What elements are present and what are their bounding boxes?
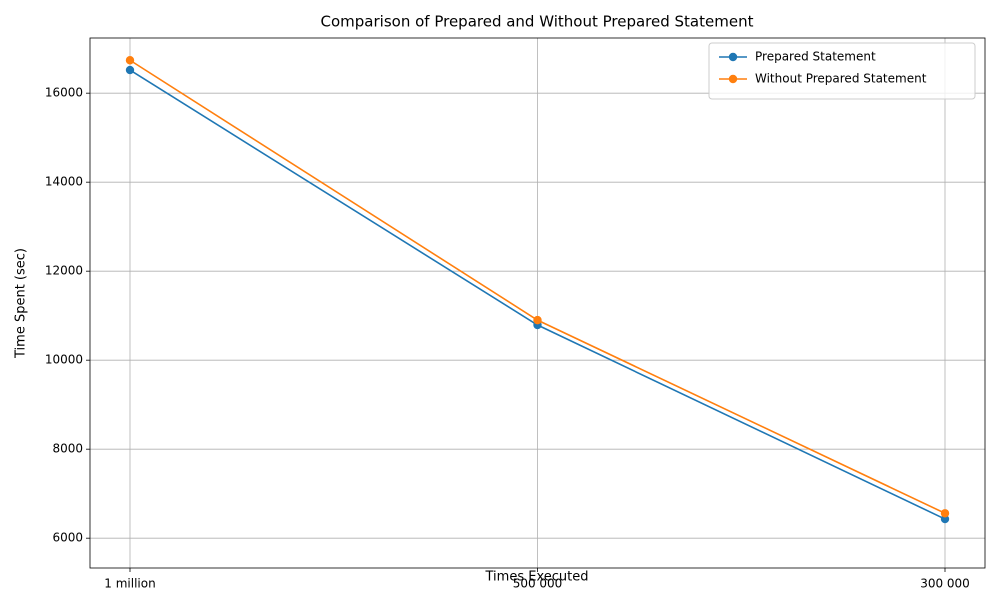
y-tick-label: 14000 [45,175,83,189]
y-tick-label: 6000 [52,531,83,545]
x-axis-label: Times Executed [485,570,589,585]
data-point [125,56,135,65]
legend-label: Prepared Statement [755,50,876,64]
y-tick-label: 16000 [45,86,83,100]
legend-marker [728,74,738,84]
data-point [940,509,950,518]
legend-box [708,42,976,100]
y-tick-label: 8000 [52,442,83,456]
legend-label: Without Prepared Statement [755,72,927,86]
legend-marker [728,52,738,62]
y-tick-label: 10000 [45,353,83,367]
x-tick-label: 300 000 [920,577,970,591]
chart-title: Comparison of Prepared and Without Prepa… [321,13,754,31]
plot-frame [89,37,986,569]
data-point [533,315,542,325]
x-tick-label: 500 000 [513,577,563,591]
x-tick-label: 1 million [104,577,155,591]
y-axis-label: Time Spent (sec) [14,248,29,359]
data-point [940,514,950,524]
y-tick-label: 12000 [45,264,83,278]
data-point [125,65,135,75]
